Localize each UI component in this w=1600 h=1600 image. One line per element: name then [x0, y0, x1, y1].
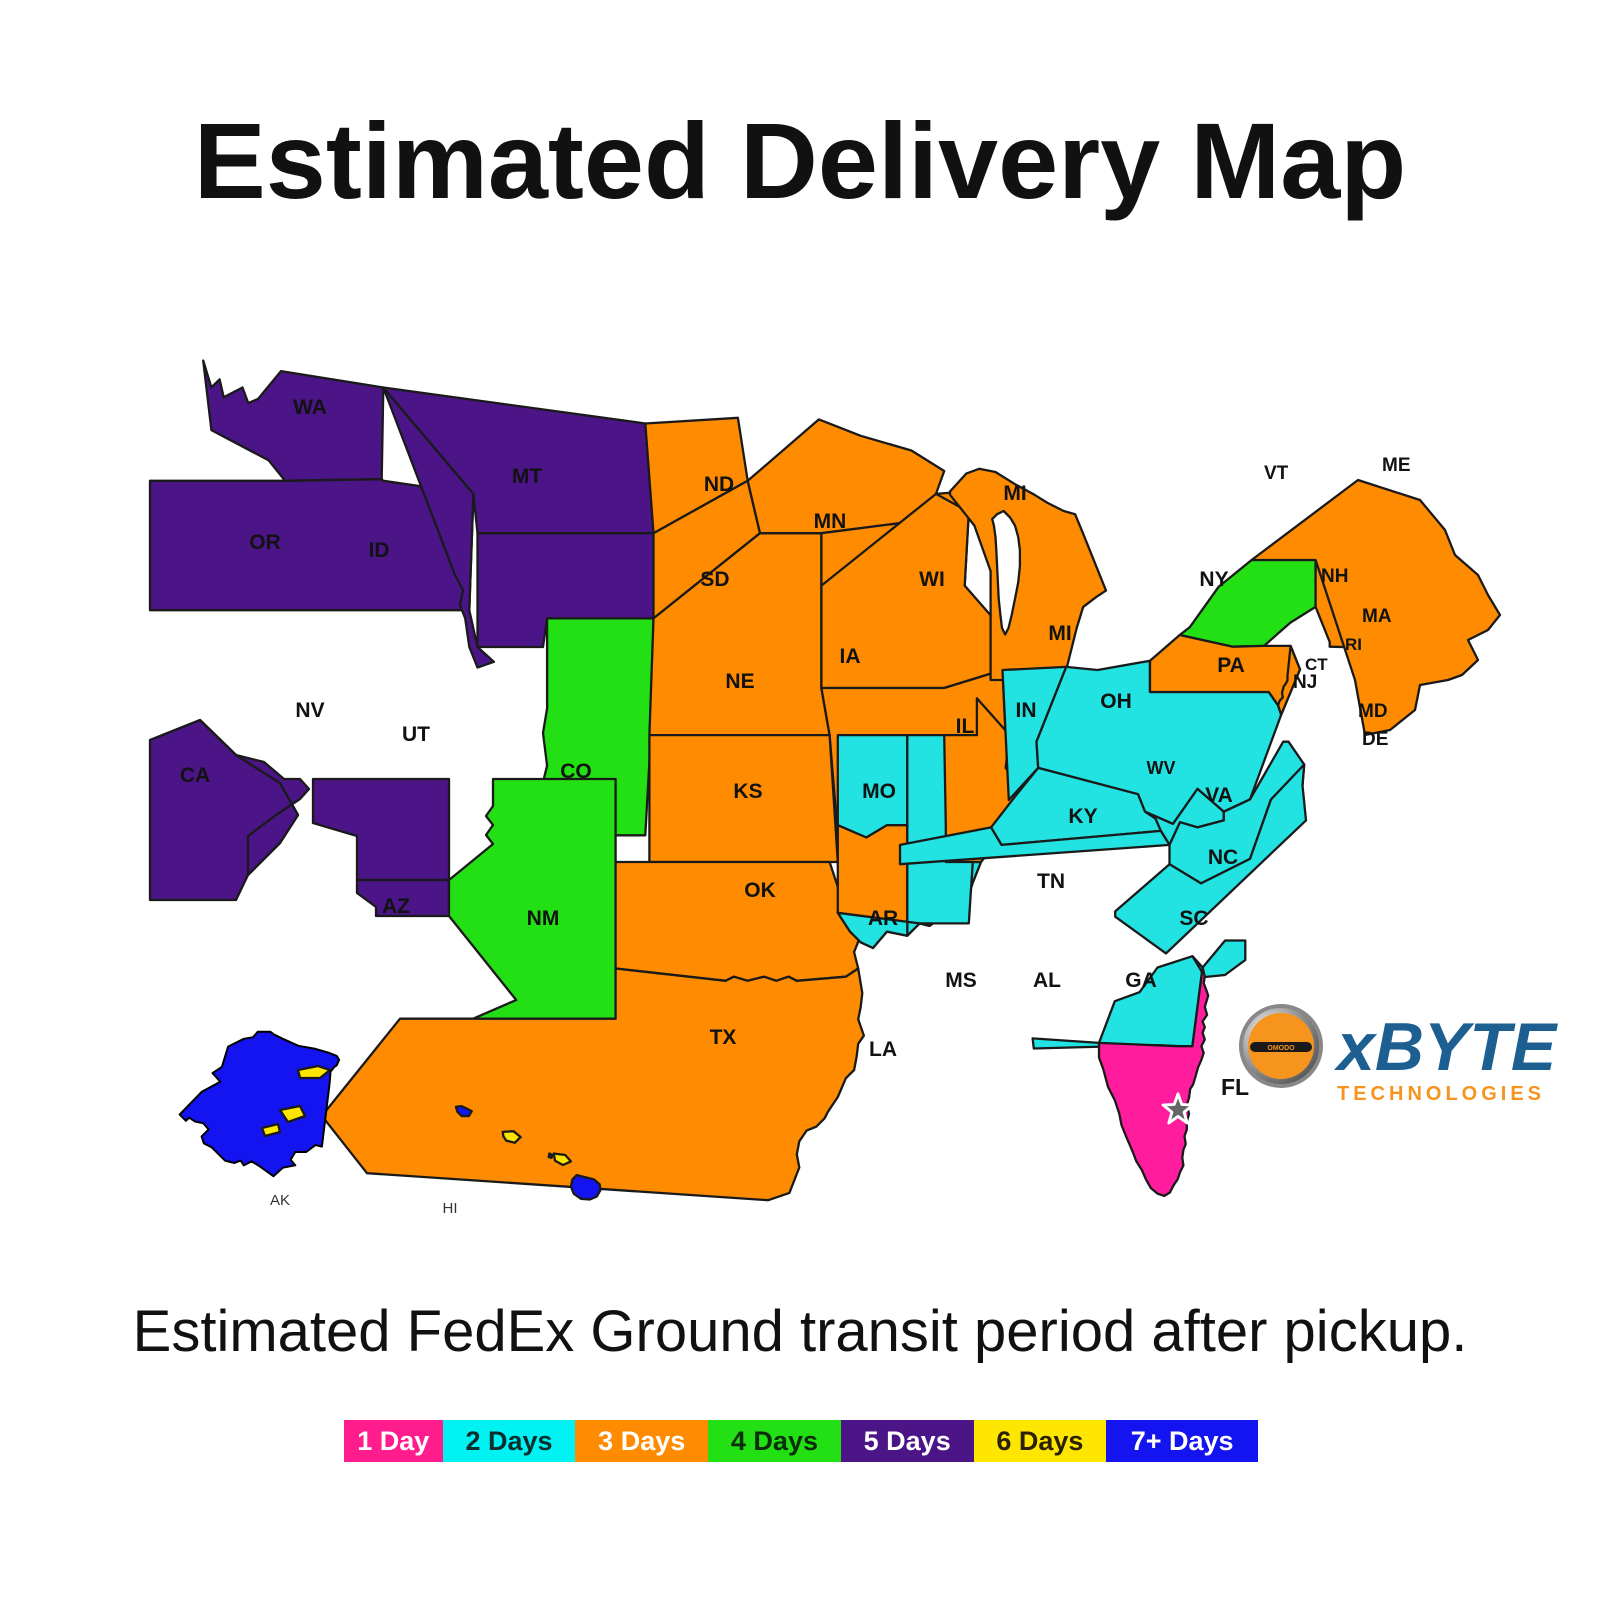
svg-text:OH: OH	[1100, 690, 1132, 713]
svg-text:IN: IN	[1016, 699, 1037, 722]
svg-text:OK: OK	[744, 879, 776, 902]
svg-text:IA: IA	[840, 645, 861, 668]
svg-text:TECHNOLOGIES: TECHNOLOGIES	[1337, 1083, 1545, 1105]
svg-text:FL: FL	[1221, 1074, 1249, 1100]
svg-text:KS: KS	[733, 780, 762, 803]
svg-text:ND: ND	[704, 473, 734, 496]
svg-text:IL: IL	[956, 715, 975, 738]
svg-text:TX: TX	[710, 1026, 737, 1049]
svg-text:NV: NV	[295, 699, 324, 722]
svg-text:UT: UT	[402, 723, 430, 746]
svg-text:MO: MO	[862, 780, 896, 803]
svg-text:MI: MI	[1048, 622, 1071, 645]
svg-text:WI: WI	[919, 568, 945, 591]
svg-text:AL: AL	[1033, 969, 1061, 992]
svg-text:OR: OR	[249, 531, 281, 554]
svg-text:VT: VT	[1264, 463, 1289, 484]
svg-text:DE: DE	[1362, 729, 1388, 750]
svg-text:NC: NC	[1208, 846, 1238, 869]
svg-text:MD: MD	[1358, 701, 1388, 722]
svg-text:AK: AK	[270, 1192, 290, 1209]
svg-text:MA: MA	[1362, 606, 1392, 627]
svg-text:AZ: AZ	[382, 895, 410, 918]
svg-text:CO: CO	[560, 760, 592, 783]
svg-text:AR: AR	[868, 907, 898, 930]
svg-text:xBYTE: xBYTE	[1334, 1009, 1559, 1085]
svg-text:GA: GA	[1125, 969, 1157, 992]
svg-text:OMODO: OMODO	[1267, 1045, 1295, 1052]
svg-text:HI: HI	[443, 1200, 458, 1217]
svg-text:LA: LA	[869, 1038, 897, 1061]
svg-text:WA: WA	[293, 396, 327, 419]
svg-text:NE: NE	[725, 670, 754, 693]
svg-text:MT: MT	[512, 465, 542, 488]
svg-text:NY: NY	[1199, 568, 1228, 591]
svg-text:MN: MN	[814, 510, 847, 533]
svg-text:TN: TN	[1037, 870, 1065, 893]
svg-text:PA: PA	[1217, 654, 1245, 677]
svg-text:NH: NH	[1321, 566, 1348, 587]
svg-text:SD: SD	[700, 568, 729, 591]
svg-text:ID: ID	[369, 539, 390, 562]
svg-text:KY: KY	[1068, 805, 1097, 828]
svg-text:WV: WV	[1147, 758, 1176, 778]
svg-text:NJ: NJ	[1293, 672, 1317, 693]
svg-text:CA: CA	[180, 764, 210, 787]
svg-text:NM: NM	[527, 907, 560, 930]
svg-text:MI: MI	[1003, 482, 1026, 505]
svg-text:VA: VA	[1205, 784, 1233, 807]
svg-text:MS: MS	[945, 969, 977, 992]
svg-text:RI: RI	[1345, 635, 1362, 654]
svg-text:ME: ME	[1382, 455, 1411, 476]
svg-text:SC: SC	[1179, 907, 1208, 930]
